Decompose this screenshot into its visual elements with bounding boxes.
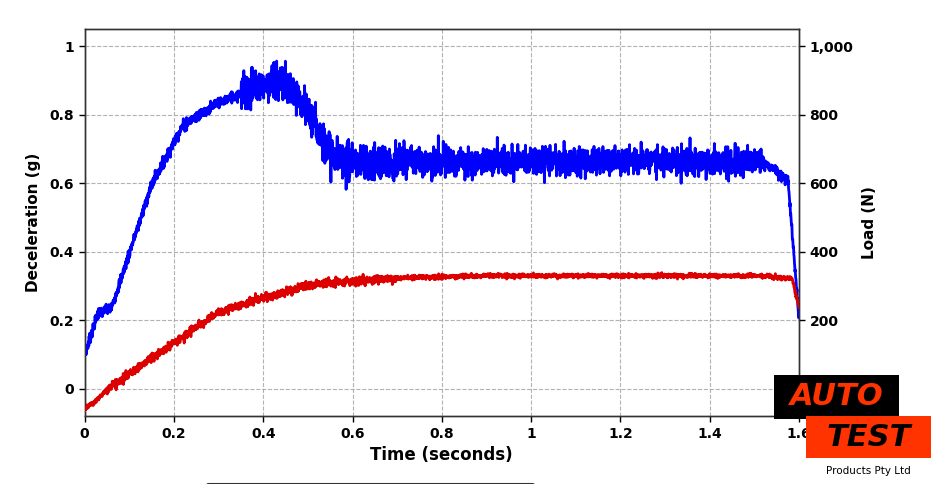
Y-axis label: Deceleration (g): Deceleration (g) [26, 153, 41, 292]
Text: TEST: TEST [826, 423, 911, 452]
Text: Products Pty Ltd: Products Pty Ltd [826, 466, 911, 476]
Bar [774, 375, 899, 419]
X-axis label: Time (seconds): Time (seconds) [370, 446, 513, 464]
Bar [806, 416, 931, 458]
Y-axis label: Load (N): Load (N) [862, 186, 877, 259]
Text: AUTO: AUTO [790, 382, 884, 411]
